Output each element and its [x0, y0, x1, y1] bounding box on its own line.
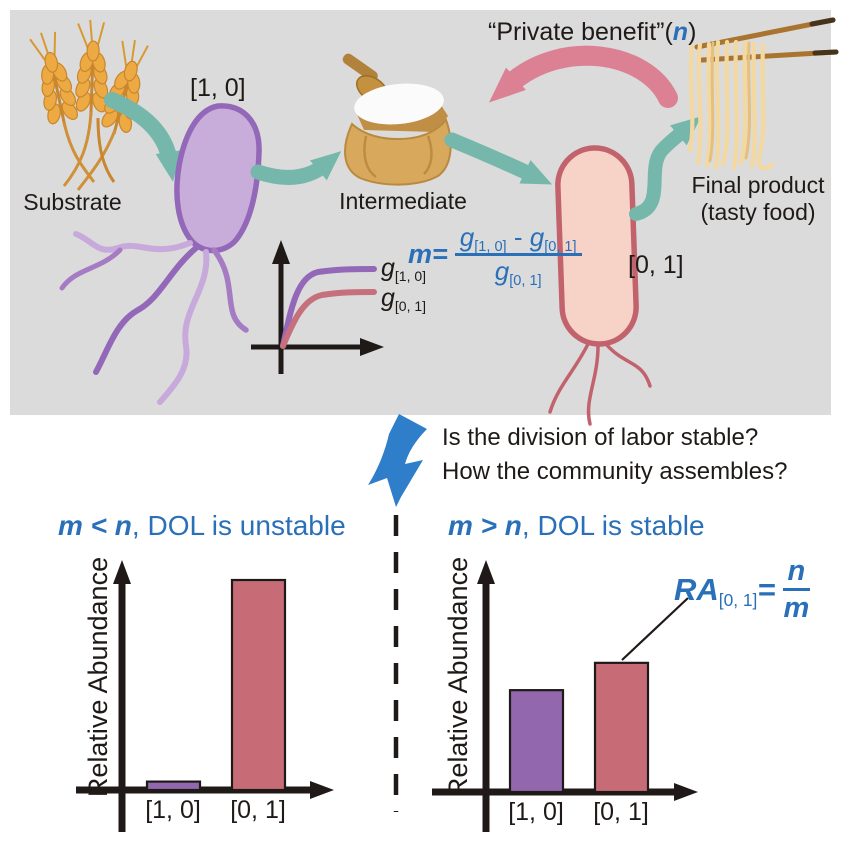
private-benefit-n: n [672, 18, 689, 46]
strain2-label: [0, 1] [628, 251, 684, 279]
ra-fraction: n m [782, 556, 811, 625]
bar-left-1-0 [145, 780, 202, 792]
cost-formula-lhs: m= [408, 239, 448, 270]
strain1-label: [1, 0] [190, 74, 246, 102]
left-cat-0-1: [0, 1] [230, 796, 286, 824]
ra-base-wrap: RA[0, 1]= [674, 571, 776, 610]
bar-right-1-0 [508, 689, 565, 794]
right-title-math: m > n [448, 510, 522, 541]
substrate-label: Substrate [23, 189, 122, 215]
intermediate-label: Intermediate [339, 188, 467, 214]
g-base: g [381, 284, 395, 312]
g-base: g [459, 222, 475, 252]
cost-formula: m= g[1, 0] - g[0, 1] g[0, 1] [408, 222, 582, 290]
right-cat-1-0: [1, 0] [508, 798, 564, 826]
question-line1: Is the division of labor stable? [442, 424, 759, 451]
g-sub: [0, 1] [394, 297, 427, 314]
ra-eq: = [757, 571, 776, 607]
left-title-math: m < n [58, 510, 132, 541]
right-title-rest: , DOL is stable [521, 510, 705, 541]
g-base: g [381, 254, 395, 282]
private-benefit-suffix: ) [688, 18, 697, 46]
left-chart-title: m < n, DOL is unstable [58, 510, 346, 542]
bar-left-0-1 [230, 578, 287, 792]
bar-right-0-1 [593, 661, 650, 794]
g-sub: [0, 1] [509, 273, 542, 290]
left-cat-1-0: [1, 0] [145, 796, 201, 824]
right-chart-title: m > n, DOL is stable [448, 510, 705, 542]
down-arrow [368, 414, 427, 507]
left-title-rest: , DOL is unstable [131, 510, 346, 541]
right-chart-ylabel: Relative Abundance [443, 556, 473, 798]
g-sub: [1, 0] [394, 267, 427, 284]
left-chart-ylabel: Relative Abundance [83, 556, 113, 798]
ra-num: n [782, 556, 811, 592]
question-line2: How the community assembles? [442, 458, 788, 485]
cost-formula-fraction: g[1, 0] - g[0, 1] g[0, 1] [454, 222, 582, 290]
ra-base: RA [674, 571, 719, 607]
ra-formula: RA[0, 1]= n m [674, 556, 811, 625]
minus-sign: - [513, 222, 523, 252]
g-sub: [0, 1] [544, 239, 577, 256]
private-benefit-label: “Private benefit”(n) [488, 18, 696, 47]
final-product-label: Final product (tasty food) [683, 172, 833, 226]
ra-den: m [783, 592, 810, 625]
g-base: g [529, 222, 545, 252]
right-cat-0-1: [0, 1] [593, 798, 649, 826]
final-product-line2: (tasty food) [700, 199, 816, 225]
growth-curve2-label: g[0, 1] [381, 284, 427, 314]
ra-sub: [0, 1] [718, 590, 758, 610]
g-sub: [1, 0] [474, 239, 507, 256]
private-benefit-prefix: “Private benefit”( [488, 18, 673, 46]
growth-curve1-label: g[1, 0] [381, 254, 427, 284]
g-base: g [494, 256, 510, 287]
final-product-line1: Final product [691, 172, 825, 198]
